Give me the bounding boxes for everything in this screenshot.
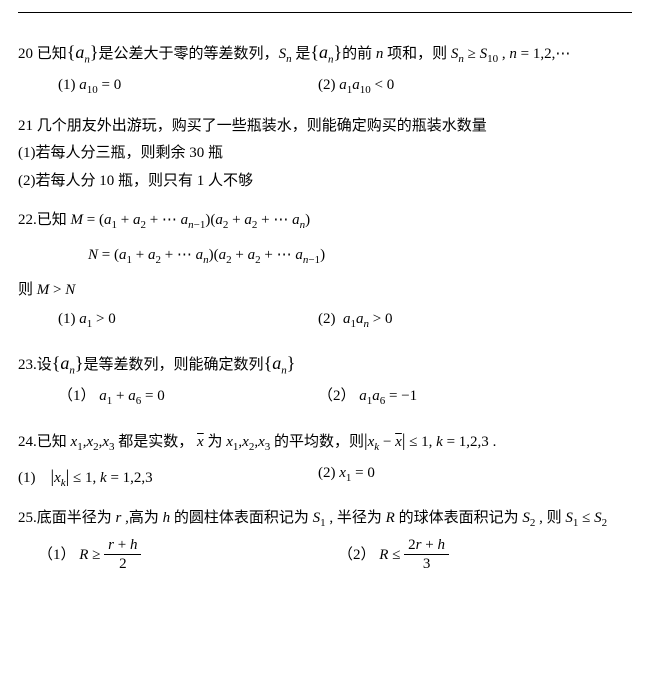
q24-num: 24. [18,434,37,450]
q22-N: N = (a1 + a2 + ⋯ an)(a2 + a2 + ⋯ an−1) [18,243,632,270]
q22-stem: 22.已知 M = (a1 + a2 + ⋯ an−1)(a2 + a2 + ⋯… [18,208,632,235]
q23-options: （1） a1 + a6 = 0 （2） a1a6 = −1 [18,384,632,411]
q21-opt2: (2)若每人分 10 瓶，则只有 1 人不够 [18,169,632,195]
question-21: 21 几个朋友外出游玩，购买了一些瓶装水，则能确定购买的瓶装水数量 (1)若每人… [18,114,632,195]
q20-num: 20 [18,46,33,62]
q23-opt2: （2） a1a6 = −1 [318,384,578,411]
q21-stem: 21 几个朋友外出游玩，购买了一些瓶装水，则能确定购买的瓶装水数量 [18,114,632,140]
q22-opt2: (2) a1an > 0 [318,307,578,334]
q25-stem: 25.底面半径为 r ,高为 h 的圆柱体表面积记为 S1 , 半径为 R 的球… [18,506,632,533]
q22-num: 22. [18,212,37,228]
q25-options: （1） R ≥ r + h2 （2） R ≤ 2r + h3 [18,537,632,574]
q24-opt1: (1) |xk| ≤ 1, k = 1,2,3 [18,461,318,493]
q20-stem: 20 已知{an}是公差大于零的等差数列，Sn 是{an}的前 n 项和，则 S… [18,37,632,69]
top-rule [18,12,632,13]
question-23: 23.设{an}是等差数列，则能确定数列{an} （1） a1 + a6 = 0… [18,348,632,411]
q21-opt1: (1)若每人分三瓶，则剩余 30 瓶 [18,141,632,167]
q21-num: 21 [18,118,33,134]
q22-options: (1) a1 > 0 (2) a1an > 0 [18,307,632,334]
q25-opt2-frac: 2r + h3 [404,537,449,574]
q25-opt1-frac: r + h2 [104,537,141,574]
question-25: 25.底面半径为 r ,高为 h 的圆柱体表面积记为 S1 , 半径为 R 的球… [18,506,632,574]
q20-options: (1) a10 = 0 (2) a1a10 < 0 [18,73,632,100]
q25-num: 25. [18,510,37,526]
question-20: 20 已知{an}是公差大于零的等差数列，Sn 是{an}的前 n 项和，则 S… [18,37,632,100]
q20-opt2: (2) a1a10 < 0 [318,73,578,100]
question-24: 24.已知 x1,x2,x3 都是实数， x 为 x1,x2,x3 的平均数，则… [18,425,632,492]
q22-opt1: (1) a1 > 0 [58,307,318,334]
q24-options: (1) |xk| ≤ 1, k = 1,2,3 (2) x1 = 0 [18,461,632,493]
q22-concl: 则 M > N [18,278,632,304]
q23-opt1: （1） a1 + a6 = 0 [58,384,318,411]
q23-num: 23. [18,357,37,373]
q20-opt1: (1) a10 = 0 [58,73,318,100]
q25-opt2: （2） R ≤ 2r + h3 [338,537,598,574]
question-22: 22.已知 M = (a1 + a2 + ⋯ an−1)(a2 + a2 + ⋯… [18,208,632,334]
q23-stem: 23.设{an}是等差数列，则能确定数列{an} [18,348,632,380]
q24-opt2: (2) x1 = 0 [318,461,578,493]
q25-opt1: （1） R ≥ r + h2 [38,537,338,574]
q24-stem: 24.已知 x1,x2,x3 都是实数， x 为 x1,x2,x3 的平均数，则… [18,425,632,457]
